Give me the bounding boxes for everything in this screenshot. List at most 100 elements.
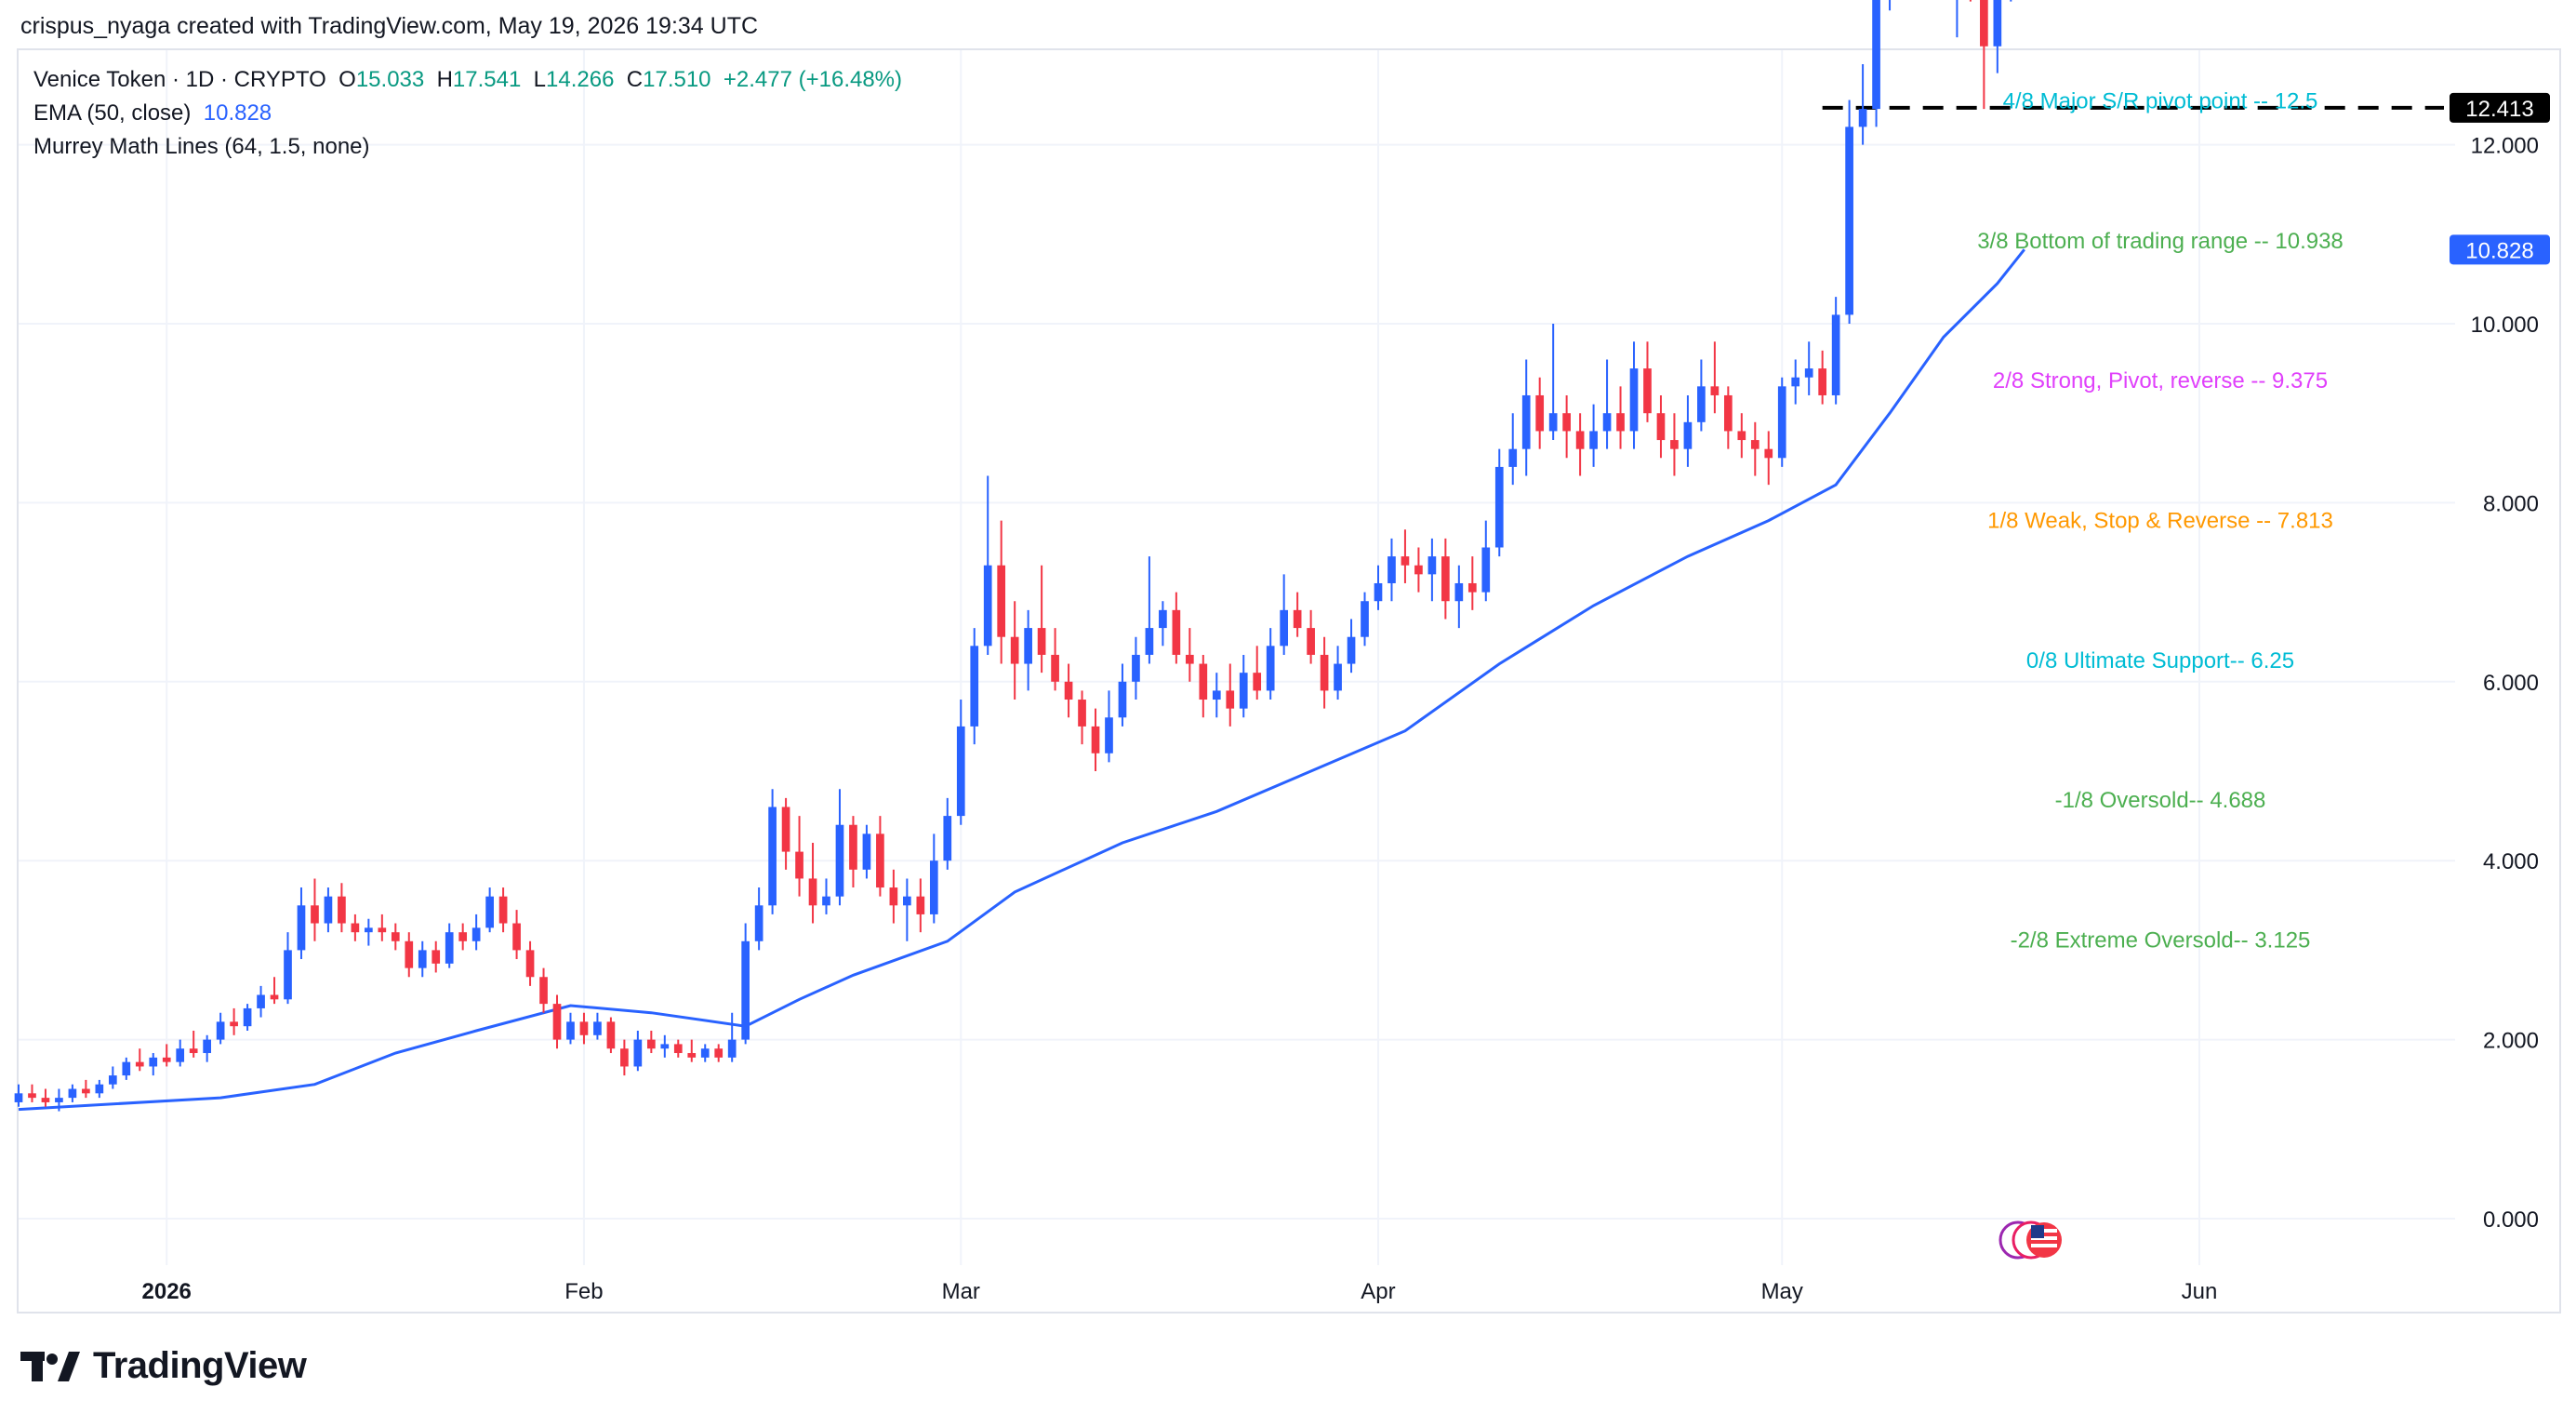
candle [1105, 690, 1113, 763]
candle-body [1132, 654, 1140, 682]
candle [82, 1079, 90, 1099]
low-value: 14.266 [546, 67, 615, 92]
candle-body [781, 807, 790, 852]
candle-body [1414, 565, 1423, 575]
candle-body [1280, 609, 1289, 647]
candle [1091, 708, 1100, 771]
candle [997, 520, 1006, 664]
grid [19, 50, 2455, 1265]
candle [1199, 654, 1208, 718]
candle-body [822, 896, 830, 906]
candle-body [471, 927, 481, 941]
candle-body [1643, 368, 1652, 414]
symbol-row[interactable]: Venice Token · 1D · CRYPTO O15.033 H17.5… [33, 67, 903, 92]
candle-body [808, 878, 817, 906]
candle [1481, 520, 1491, 602]
candle [795, 816, 803, 897]
candle-body [149, 1057, 158, 1067]
ema-line-group [18, 248, 2025, 1112]
change-value: +2.477 (+16.48%) [723, 67, 903, 92]
x-tick-label: 2026 [142, 1279, 192, 1304]
candle-body [82, 1088, 90, 1094]
candle [14, 1084, 23, 1107]
tradingview-logo-icon [20, 1351, 80, 1381]
candle [1602, 359, 1612, 449]
candle-body [1239, 673, 1248, 709]
y-tick-label: 12.000 [2471, 134, 2539, 159]
candle [1575, 413, 1585, 476]
candle-body [525, 950, 535, 978]
candle-body [754, 905, 764, 941]
candle [162, 1044, 171, 1067]
candle [1414, 547, 1423, 593]
candle-body [1293, 609, 1302, 629]
murrey-line-label: 3/8 Bottom of trading range -- 10.938 [1977, 229, 2344, 254]
candle [1145, 556, 1154, 664]
candle [1078, 690, 1086, 745]
ema-row[interactable]: EMA (50, close) 10.828 [33, 97, 902, 130]
candle-body [1347, 636, 1356, 664]
candle [1818, 350, 1827, 405]
candle [391, 923, 400, 951]
candle-body [1872, 0, 1880, 110]
candle-body [1777, 386, 1786, 459]
candle-body [1037, 628, 1046, 655]
candle-body [970, 646, 979, 727]
candle [1969, 0, 1972, 2]
candle-body [512, 923, 521, 951]
candle [983, 475, 992, 655]
candle [552, 994, 562, 1049]
candle-body [432, 950, 441, 964]
murrey-row[interactable]: Murrey Math Lines (64, 1.5, none) [33, 130, 902, 164]
murrey-line-label: 0/8 Ultimate Support-- 6.25 [2026, 648, 2294, 673]
candle-body [1683, 421, 1693, 449]
tradingview-brand[interactable]: TradingView [20, 1345, 307, 1387]
candle [687, 1039, 697, 1062]
murrey-labels: +2/8 Extreme Overshoot -- 21.875+1/8 Ove… [1977, 89, 2344, 954]
y-tick-label: 2.000 [2483, 1029, 2539, 1054]
candle [956, 700, 965, 825]
candle-body [1212, 690, 1221, 700]
candle [727, 1012, 737, 1062]
candle-body [1064, 681, 1073, 700]
candle [41, 1088, 50, 1107]
candle-body [876, 834, 884, 888]
candle-body [284, 950, 292, 1000]
candle-body [162, 1057, 171, 1062]
candle [1024, 609, 1032, 691]
candle [1388, 538, 1396, 602]
candle-body [862, 834, 871, 870]
candle-body [1401, 556, 1410, 566]
candle-body [1307, 628, 1315, 655]
murrey-line-label: -2/8 Extreme Oversold-- 3.125 [2011, 927, 2311, 953]
candle [1401, 529, 1410, 583]
candle-body [1454, 582, 1464, 602]
candle [257, 985, 265, 1018]
candle [1118, 663, 1127, 727]
candle [862, 824, 871, 879]
candle-body [1078, 700, 1086, 727]
x-tick-label: May [1761, 1279, 1803, 1304]
candle-body [243, 1007, 252, 1027]
candle [324, 887, 333, 933]
candle [1266, 628, 1275, 700]
ema-line [18, 248, 2025, 1112]
candle-body [687, 1053, 697, 1058]
candle-body [1724, 394, 1733, 432]
y-tick-label: 0.000 [2483, 1207, 2539, 1233]
candle-body [1051, 654, 1059, 682]
candle [1212, 673, 1221, 718]
candle [485, 887, 494, 933]
candle [189, 1030, 198, 1058]
candle [135, 1048, 144, 1072]
candle [1226, 663, 1235, 727]
candle-body [660, 1044, 670, 1049]
candle [1361, 592, 1369, 647]
candle [1535, 377, 1545, 449]
high-value: 17.541 [452, 67, 522, 92]
candle-body [1388, 556, 1396, 583]
us-flag-icon[interactable] [1998, 1220, 2062, 1260]
candle-body [795, 851, 803, 879]
candle-body [1656, 413, 1666, 441]
